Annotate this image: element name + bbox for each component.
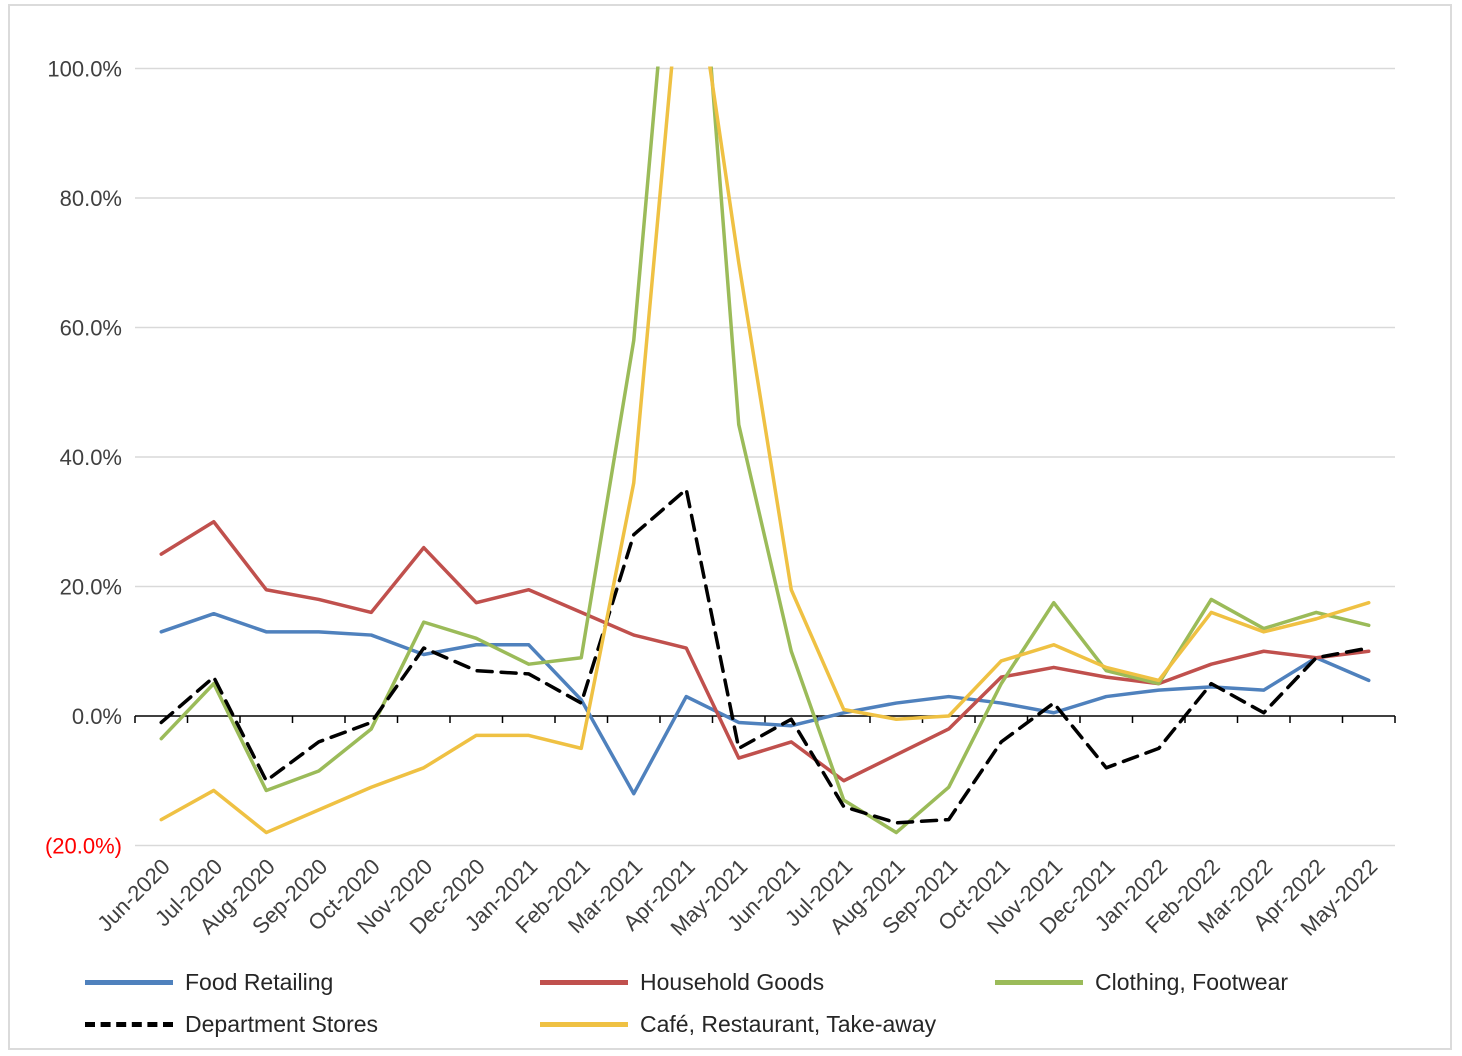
y-axis-label: 0.0% (72, 704, 122, 729)
y-axis-label: 80.0% (60, 186, 122, 211)
y-axis-label: 20.0% (60, 575, 122, 600)
y-axis-label: 100.0% (47, 57, 122, 82)
series-line-food-retailing (159, 611, 1371, 796)
y-axis-label: 60.0% (60, 316, 122, 341)
series-line-department-stores (159, 487, 1371, 825)
series-line-cafe-restaurant-takeaway (159, 66, 1371, 835)
y-axis-label: (20.0%) (45, 834, 122, 859)
y-axis-label: 40.0% (60, 445, 122, 470)
series-line-household-goods (159, 520, 1371, 783)
